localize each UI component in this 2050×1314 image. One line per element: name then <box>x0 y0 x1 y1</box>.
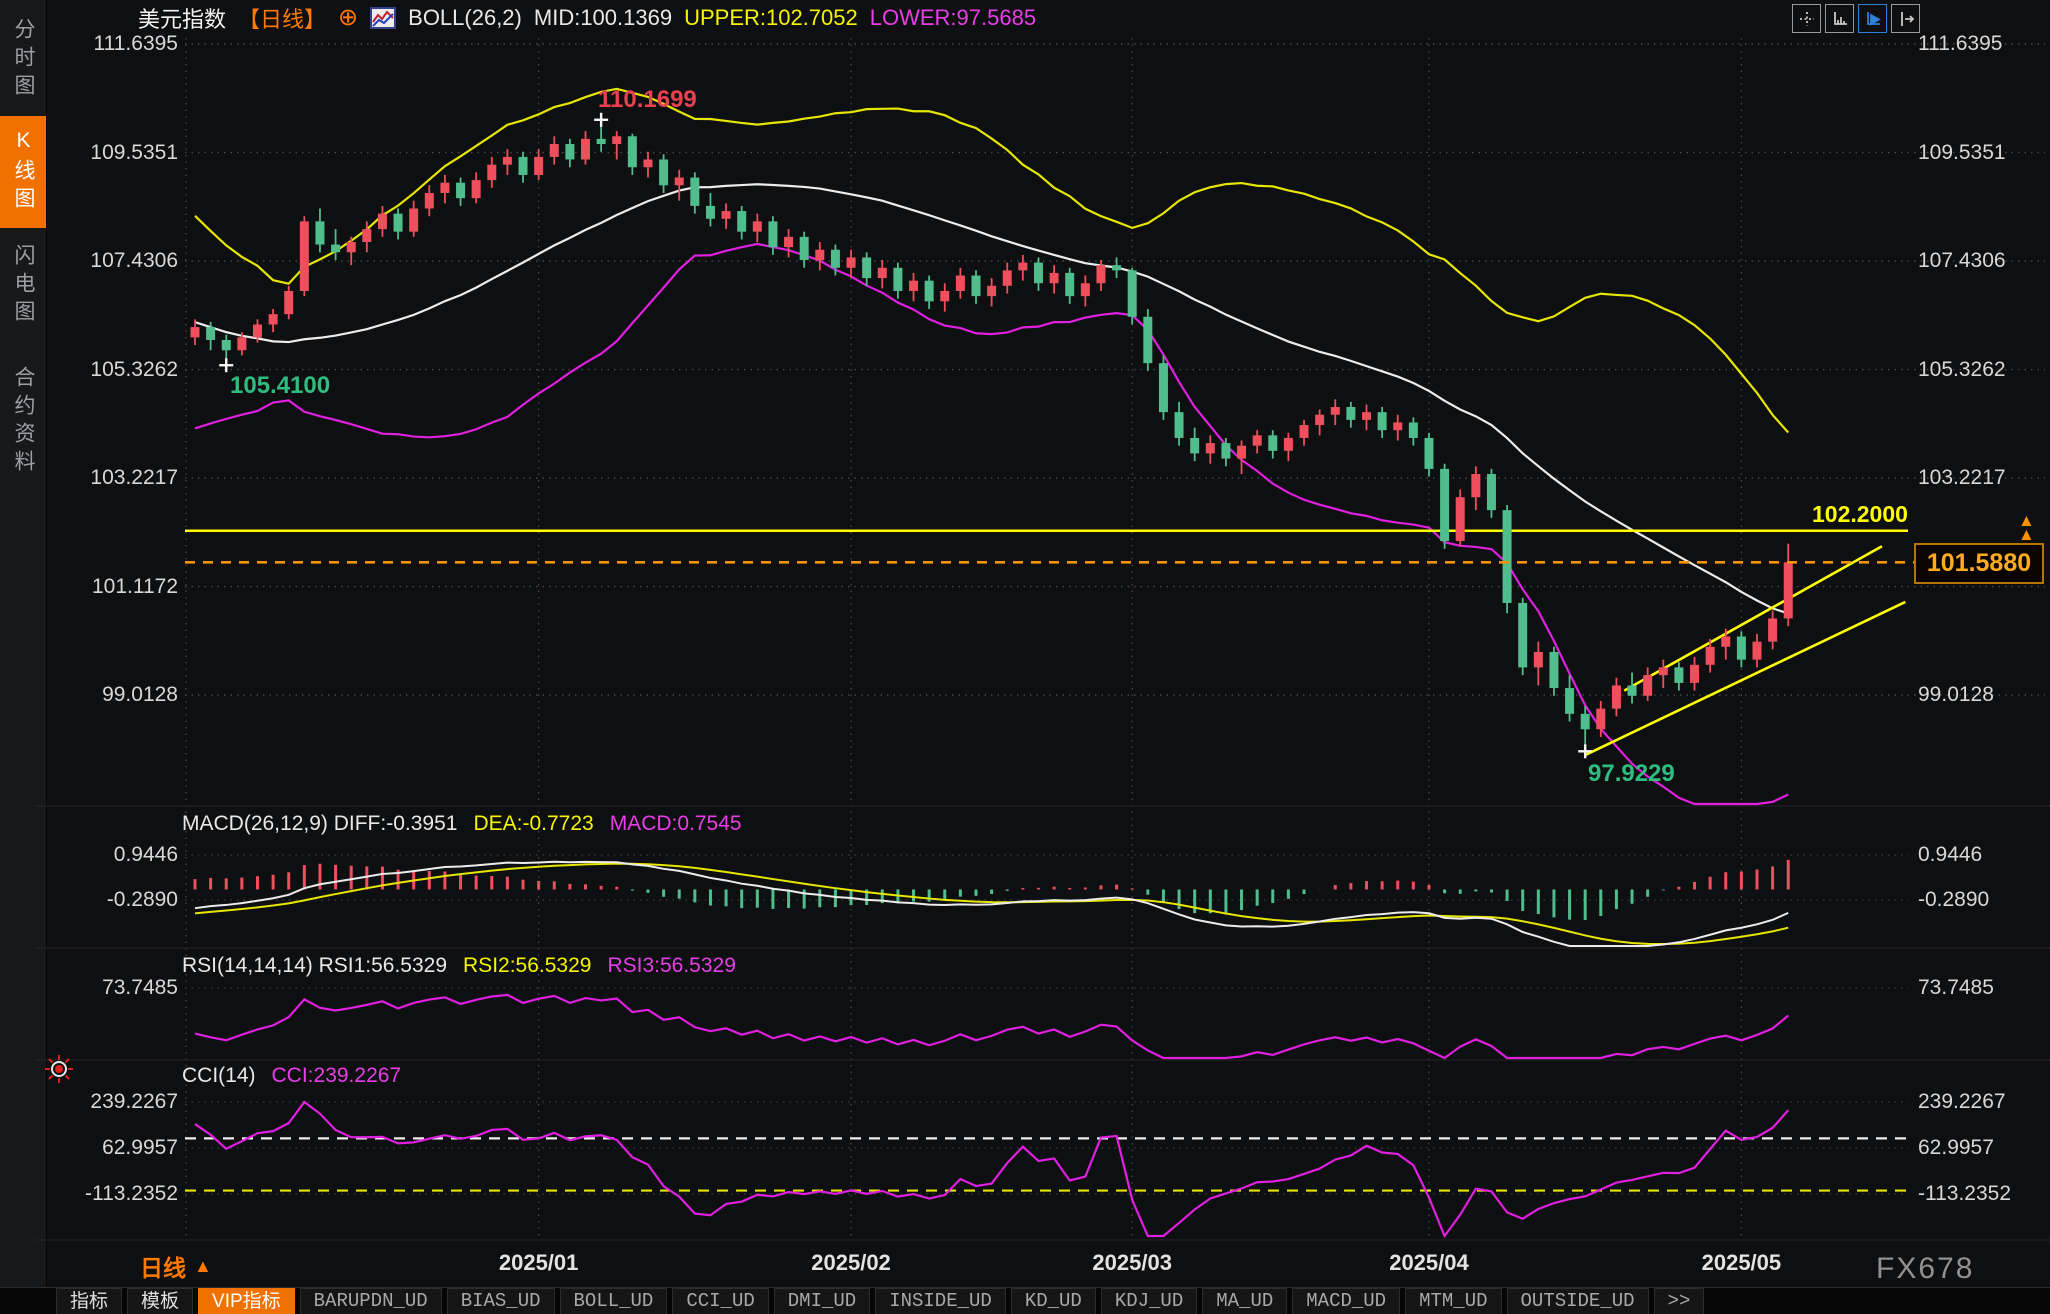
y-axis-label: 109.5351 <box>1918 140 2006 164</box>
pan-crosshair-icon[interactable] <box>1792 4 1821 33</box>
period-tag[interactable]: 【日线】 <box>238 7 327 32</box>
y-axis-label: 103.2217 <box>90 466 178 490</box>
x-axis-label: 2025/01 <box>498 1250 579 1275</box>
y-axis-label: 101.1172 <box>91 574 178 598</box>
y-axis-label: 107.4306 <box>1918 249 2006 273</box>
cci-param-label: CCI(14) <box>182 1064 256 1087</box>
watermark: FX678 <box>1876 1252 1975 1285</box>
y-axis-label: 103.2217 <box>1918 466 2006 490</box>
y-axis-label: 99.0128 <box>1918 683 1994 707</box>
early-low-annotation: 105.4100 <box>230 372 331 399</box>
chart-header: 美元指数 【日线】 ⊕ BOLL(26,2) MID:100.1369 UPPE… <box>138 2 1036 34</box>
x-axis-label: 2025/03 <box>1092 1250 1172 1275</box>
high-price-annotation: 110.1699 <box>598 86 697 113</box>
bottom-tab-ma_ud[interactable]: MA_UD <box>1202 1287 1288 1314</box>
bottom-tab-barupdn_ud[interactable]: BARUPDN_UD <box>299 1287 442 1314</box>
cci-axis-label: 62.9957 <box>102 1135 178 1159</box>
macd-axis-label: 0.9446 <box>113 843 178 866</box>
bottom-tab-boll_ud[interactable]: BOLL_UD <box>559 1287 668 1314</box>
boll-mid-value: MID:100.1369 <box>533 5 673 30</box>
bottom-tab-inside_ud[interactable]: INSIDE_UD <box>875 1287 1006 1314</box>
bottom-tab-cci_ud[interactable]: CCI_UD <box>672 1287 769 1314</box>
boll-lower-value: LOWER:97.5685 <box>869 5 1037 30</box>
bottom-tab-macd_ud[interactable]: MACD_UD <box>1292 1287 1401 1314</box>
bottom-tab-dmi_ud[interactable]: DMI_UD <box>773 1287 871 1314</box>
boll-upper-value: UPPER:102.7052 <box>684 5 858 30</box>
bottom-tab-bar: 指标 模板 VIP指标 BARUPDN_UD BIAS_UD BOLL_UD CCI_UD D… <box>0 1287 2050 1314</box>
macd-axis-label: -0.2890 <box>1918 888 1990 911</box>
auto-scroll-icon[interactable] <box>1858 4 1887 33</box>
x-axis-label: 2025/04 <box>1389 1250 1469 1275</box>
bottom-tab-[interactable]: >> <box>1653 1287 1705 1314</box>
cci-axis-label: 62.9957 <box>1918 1135 1994 1159</box>
sidebar: 分时图 K线图闪电图合约资料 <box>0 0 47 1314</box>
cci-axis-label: -113.2352 <box>1918 1181 2012 1205</box>
bottom-tab-kd_ud[interactable]: KD_UD <box>1010 1287 1096 1314</box>
cci-label-row: CCI(14) CCI:239.2267 <box>182 1064 401 1088</box>
period-selector[interactable]: 日线 ▲ <box>140 1255 212 1281</box>
y-axis-label: 99.0128 <box>102 683 178 707</box>
x-axis-label: 2025/05 <box>1701 1250 1782 1275</box>
cci-value-label: CCI:239.2267 <box>271 1064 402 1087</box>
y-axis-label: 105.3262 <box>1918 357 2006 381</box>
axis-scale-icon[interactable] <box>1825 4 1854 33</box>
y-axis-label: 105.3262 <box>90 357 178 381</box>
bottom-tab-[interactable]: 指标 <box>56 1287 123 1314</box>
hline-price-label[interactable]: 102.2000 <box>1812 501 1908 527</box>
last-price-box: 101.5880 <box>1914 543 2044 584</box>
bottom-tab-bias_ud[interactable]: BIAS_UD <box>446 1287 555 1314</box>
low-price-annotation: 97.9229 <box>1588 760 1675 787</box>
y-axis-label: 111.6395 <box>93 32 178 55</box>
alarm-icon[interactable] <box>42 1052 76 1086</box>
rsi-axis-label: 73.7485 <box>102 976 178 999</box>
chart-toolbar <box>1792 4 1920 33</box>
rsi2-label: RSI2:56.5329 <box>463 954 592 977</box>
symbol-title: 美元指数 <box>138 7 227 32</box>
y-axis-label: 107.4306 <box>90 249 178 273</box>
boll-indicator-label: BOLL(26,2) <box>408 5 522 30</box>
macd-value-label: MACD:0.7545 <box>609 812 742 835</box>
chart-thumbnail-icon[interactable] <box>370 7 397 29</box>
add-indicator-icon[interactable]: ⊕ <box>338 4 359 31</box>
macd-axis-label: -0.2890 <box>106 888 178 911</box>
macd-label-row: MACD(26,12,9) DIFF:-0.3951 DEA:-0.7723 M… <box>182 812 742 836</box>
bottom-tab-[interactable]: 模板 <box>127 1287 194 1314</box>
rsi3-label: RSI3:56.5329 <box>607 954 736 977</box>
sidebar-item-3[interactable]: 合约资料 <box>12 366 35 478</box>
y-axis-label: 111.6395 <box>1918 32 2003 55</box>
sidebar-item-1[interactable]: K线图 <box>0 116 46 228</box>
macd-diff-label: MACD(26,12,9) DIFF:-0.3951 <box>182 812 458 835</box>
cci-axis-label: 239.2267 <box>90 1090 178 1113</box>
bottom-tab-kdj_ud[interactable]: KDJ_UD <box>1100 1287 1198 1314</box>
shift-bar-icon[interactable] <box>1891 4 1920 33</box>
macd-dea-label: DEA:-0.7723 <box>473 812 594 835</box>
x-axis-label: 2025/02 <box>811 1250 891 1275</box>
price-up-arrow-icon: ▲ ▲ <box>2018 511 2035 544</box>
rsi1-label: RSI(14,14,14) RSI1:56.5329 <box>182 954 448 977</box>
sidebar-item-0[interactable]: 分时图 <box>12 18 35 102</box>
bottom-tab-mtm_ud[interactable]: MTM_UD <box>1405 1287 1502 1314</box>
rsi-label-row: RSI(14,14,14) RSI1:56.5329 RSI2:56.5329 … <box>182 954 736 978</box>
y-axis-label: 109.5351 <box>90 140 178 164</box>
rsi-axis-label: 73.7485 <box>1918 976 1994 999</box>
dropdown-arrow-icon: ▲ <box>194 1255 212 1276</box>
cci-axis-label: -113.2352 <box>84 1181 178 1205</box>
macd-axis-label: 0.9446 <box>1918 843 1983 866</box>
cci-axis-label: 239.2267 <box>1918 1090 2006 1113</box>
bottom-tab-outside_ud[interactable]: OUTSIDE_UD <box>1506 1287 1649 1314</box>
sidebar-item-2[interactable]: 闪电图 <box>12 244 35 328</box>
bottom-tab-vip[interactable]: VIP指标 <box>198 1287 295 1314</box>
